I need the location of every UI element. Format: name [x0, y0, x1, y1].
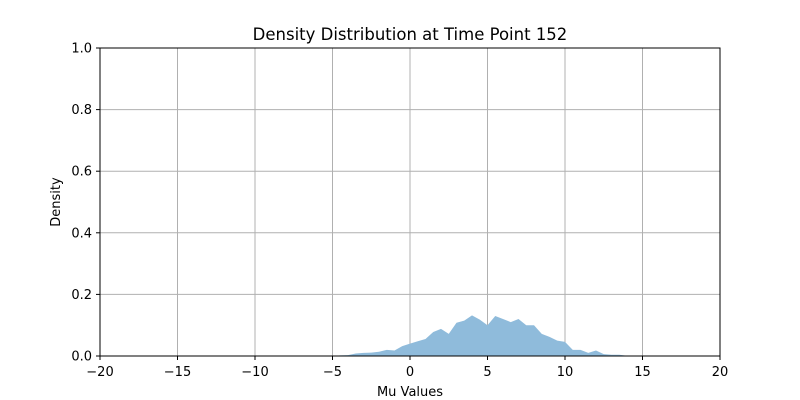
x-tick-label: 20: [712, 365, 729, 380]
y-tick-label: 0.6: [71, 165, 92, 180]
y-axis-ticks: 0.0 0.2 0.4 0.6 0.8 1.0: [71, 42, 100, 365]
x-axis-title: Mu Values: [377, 385, 443, 400]
x-tick-label: −20: [86, 365, 113, 380]
x-tick-label: 0: [406, 365, 414, 380]
x-tick-label: −5: [323, 365, 342, 380]
density-area: [100, 315, 720, 356]
series-layer: [100, 315, 720, 356]
x-tick-label: 5: [483, 365, 491, 380]
grid-lines: [99, 47, 721, 357]
x-tick-label: 15: [634, 365, 651, 380]
y-tick-label: 0.4: [71, 226, 92, 241]
y-tick-label: 0.0: [71, 350, 92, 365]
x-tick-label: −15: [164, 365, 191, 380]
y-axis-title: Density: [49, 177, 64, 227]
chart-title: Density Distribution at Time Point 152: [253, 25, 568, 44]
y-tick-label: 1.0: [71, 42, 92, 57]
x-tick-label: −10: [241, 365, 268, 380]
y-tick-label: 0.8: [71, 103, 92, 118]
x-tick-label: 10: [557, 365, 574, 380]
y-tick-label: 0.2: [71, 288, 92, 303]
x-axis-ticks: −20 −15 −10 −5 0 5 10 15 20: [86, 356, 728, 380]
